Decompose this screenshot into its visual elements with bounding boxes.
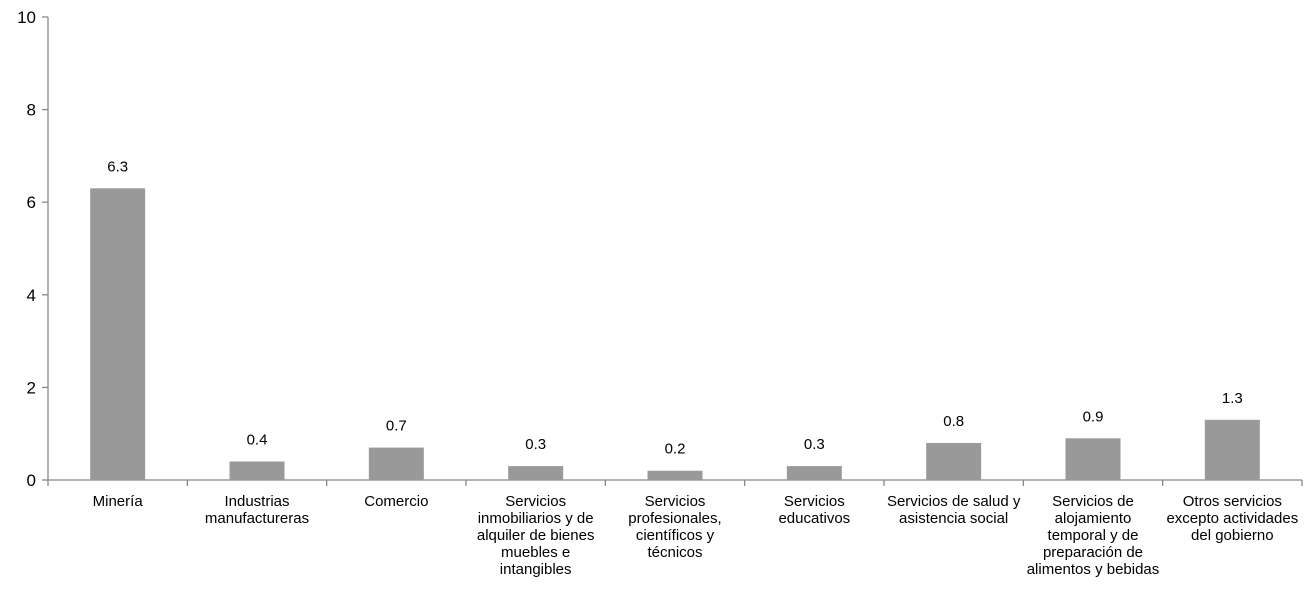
x-tick-label: Industrias manufactureras (204, 493, 310, 527)
x-tick-label: Servicios de salud y asistencia social (886, 493, 1021, 527)
y-tick-label: 10 (17, 8, 36, 27)
x-tick-label: Minería (92, 493, 143, 510)
x-tick-label: Servicios inmobiliarios y de alquiler de… (476, 493, 595, 578)
x-tick-label: Servicios educativos (778, 493, 851, 527)
bar (1204, 419, 1260, 480)
bar (647, 470, 703, 480)
data-label: 0.7 (386, 418, 407, 435)
data-label: 6.3 (107, 158, 128, 175)
data-label: 0.2 (665, 441, 686, 458)
data-label: 0.9 (1083, 408, 1104, 425)
bar (508, 466, 564, 480)
bar (786, 466, 842, 480)
y-tick-label: 2 (27, 378, 36, 397)
y-tick-label: 6 (27, 193, 36, 212)
bar (229, 461, 285, 480)
y-tick-label: 4 (27, 286, 36, 305)
bars (90, 188, 1260, 480)
data-label: 0.4 (247, 431, 268, 448)
x-tick-label: Otros servicios excepto actividades del … (1166, 493, 1299, 544)
data-label: 1.3 (1222, 390, 1243, 407)
data-label: 0.3 (525, 436, 546, 453)
data-labels: 6.3 0.4 0.7 0.3 0.2 0.3 0.8 0.9 1.3 (107, 158, 1243, 457)
bar (368, 447, 424, 480)
bar (926, 442, 982, 480)
x-tick-label: Comercio (364, 493, 429, 510)
data-label: 0.8 (943, 413, 964, 430)
y-tick-label: 8 (27, 101, 36, 120)
y-axis: 0 2 4 6 8 10 (17, 8, 49, 490)
x-tick-label: Servicios de alojamiento temporal y de p… (1026, 493, 1160, 578)
bar (1065, 438, 1121, 480)
bar (90, 188, 146, 480)
x-axis (47, 479, 1303, 486)
y-tick-label: 0 (27, 471, 36, 490)
data-label: 0.3 (804, 436, 825, 453)
x-tick-label: Servicios profesionales, científicos y t… (628, 493, 722, 561)
